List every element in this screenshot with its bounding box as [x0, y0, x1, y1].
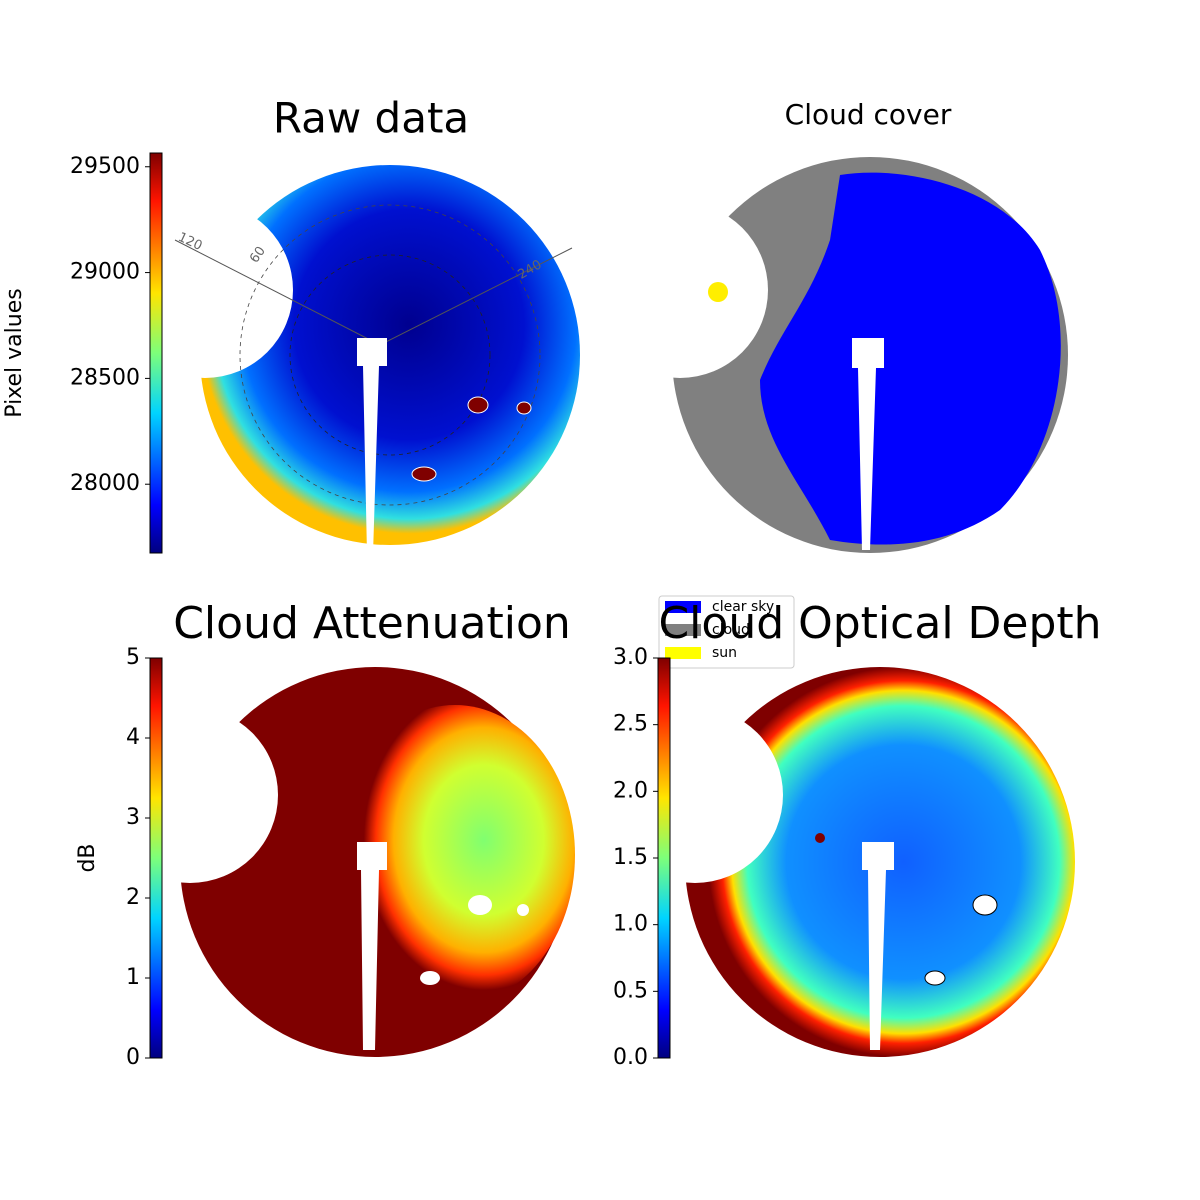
- panel-title: Cloud cover: [785, 98, 952, 131]
- sun-marker: [708, 282, 728, 302]
- attenuation-image: [102, 667, 575, 1057]
- legend-label: clear sky: [712, 599, 774, 615]
- raw-image: [117, 165, 580, 554]
- panel-title: Cloud Attenuation: [173, 598, 571, 649]
- colorbar-tick-label: 28500: [70, 365, 140, 390]
- colorbar: [657, 657, 671, 1059]
- colorbar-tick-label: 2.0: [613, 778, 648, 803]
- colorbar-tick-label: 3.0: [613, 645, 648, 670]
- optical-depth-image: [607, 667, 1075, 1057]
- colorbar-tick-label: 29000: [70, 260, 140, 285]
- panel-title: Raw data: [273, 94, 469, 143]
- colorbar: [149, 657, 163, 1059]
- legend-swatch: [665, 601, 701, 613]
- colorbar-tick-label: 2: [126, 885, 140, 910]
- colorbar-tick-label: 28000: [70, 471, 140, 496]
- cloud-cover-image: [592, 157, 1068, 553]
- colorbar-label: dB: [75, 843, 100, 872]
- legend-label: sun: [712, 645, 737, 661]
- colorbar-tick-label: 3: [126, 805, 140, 830]
- panel-title: Cloud Optical Depth: [658, 598, 1101, 649]
- colorbar-tick-label: 1.5: [613, 845, 648, 870]
- legend-swatch: [665, 647, 701, 659]
- legend-label: cloud: [712, 622, 750, 638]
- colorbar-tick-label: 1: [126, 965, 140, 990]
- colorbar-tick-label: 5: [126, 645, 140, 670]
- colorbar-tick-label: 2.5: [613, 712, 648, 737]
- colorbar-tick-label: 0.5: [613, 978, 648, 1003]
- colorbar-tick-label: 29500: [70, 154, 140, 179]
- colorbar: [149, 152, 163, 554]
- colorbar-tick-label: 0: [126, 1045, 140, 1070]
- colorbar-tick-label: 0.0: [613, 1045, 648, 1070]
- colorbar-tick-label: 1.0: [613, 912, 648, 937]
- colorbar-tick-label: 4: [126, 725, 140, 750]
- colorbar-label: Pixel values: [2, 288, 27, 417]
- legend-swatch: [665, 624, 701, 636]
